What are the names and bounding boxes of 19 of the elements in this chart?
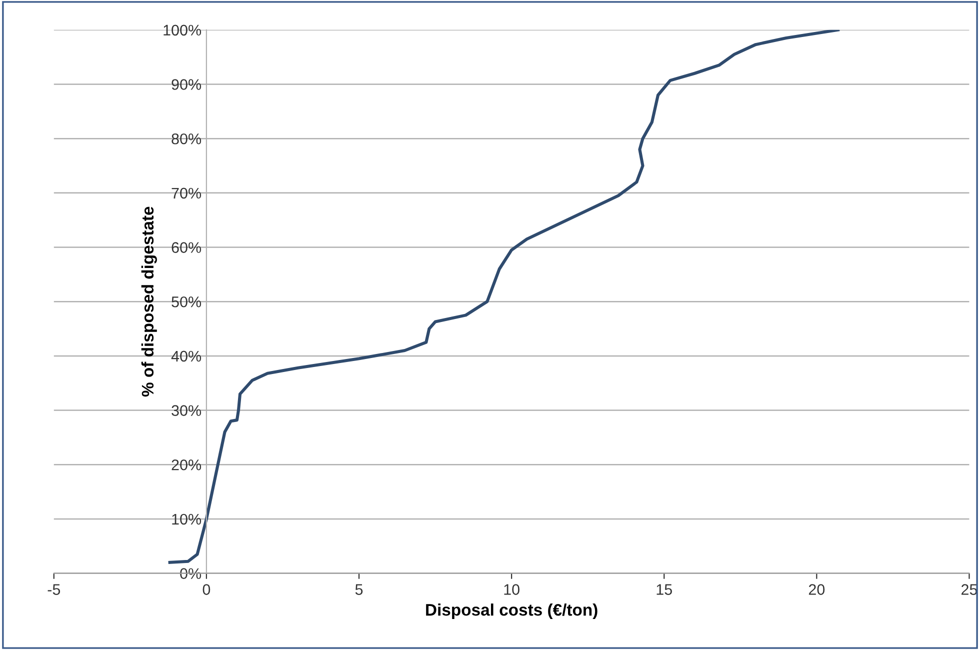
y-tick-label: 70% (172, 188, 202, 199)
y-tick-label: 30% (172, 405, 202, 416)
x-axis-title: Disposal costs (€/ton) (426, 604, 598, 620)
y-tick-label: 100% (164, 24, 202, 36)
x-tick-label: 15 (656, 584, 672, 595)
y-tick-label: 10% (172, 514, 202, 525)
y-tick-label: 40% (171, 350, 202, 362)
x-tick-label: -5 (48, 584, 60, 595)
x-tick-label: 25 (961, 584, 978, 595)
x-tick-label: 10 (504, 584, 520, 595)
y-axis-title: % of disposed digestate (141, 206, 157, 397)
x-tick-label: 0 (202, 584, 210, 595)
y-tick-label: 60% (172, 242, 202, 253)
x-tick-label: 5 (355, 584, 363, 595)
x-tick-label: 20 (808, 584, 825, 595)
y-tick-label: 20% (172, 459, 202, 470)
y-tick-label: 90% (172, 79, 202, 90)
y-tick-label: 50% (172, 296, 202, 308)
y-tick-label: 80% (172, 133, 202, 144)
